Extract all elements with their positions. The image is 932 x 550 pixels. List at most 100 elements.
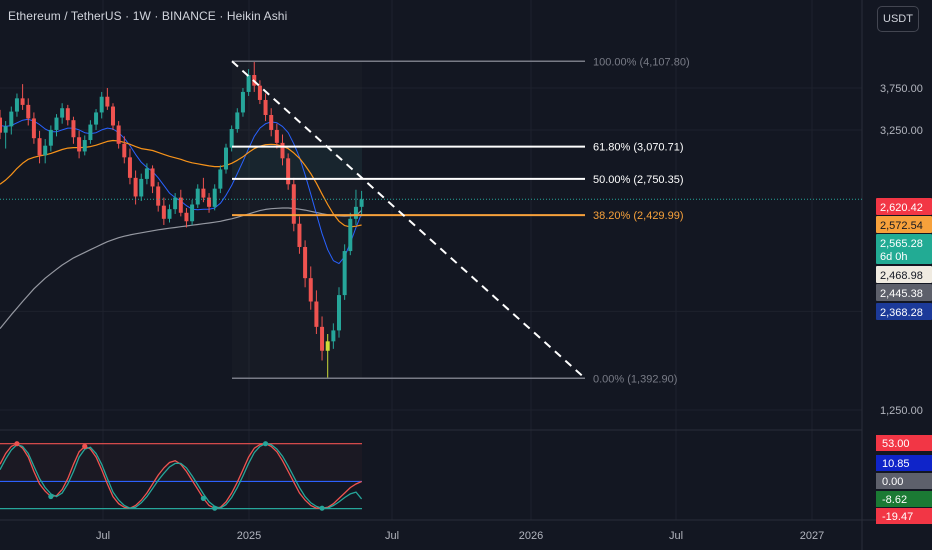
fib-retracement[interactable]: 100.00% (4,107.80) 61.80% (3,070.71) 50.00… <box>232 56 690 385</box>
candle-body <box>173 197 178 210</box>
oscillator-tag-label: 0.00 <box>882 476 903 488</box>
price-tag-label: 2,565.28 <box>880 238 923 250</box>
oscillator-tag-label: -19.47 <box>882 511 913 523</box>
trend-line[interactable] <box>231 60 586 380</box>
oscillator-series-line <box>0 443 363 509</box>
oscillator-tag <box>876 491 932 507</box>
candle-body <box>116 125 121 144</box>
price-tag <box>876 303 932 320</box>
candle-body <box>31 118 36 139</box>
candle-body <box>156 186 161 206</box>
oscillator-marker <box>319 505 325 511</box>
time-tick-label: 2025 <box>237 530 261 542</box>
candle-body <box>20 98 25 105</box>
candle-body <box>184 212 189 222</box>
fib-level-label: 0.00% (1,392.90) <box>593 373 677 385</box>
candle-body <box>325 341 330 351</box>
price-tag <box>876 266 932 283</box>
price-tag <box>876 198 932 215</box>
candle-body <box>54 117 59 130</box>
candle-body <box>139 178 144 197</box>
oscillator-series-line <box>0 442 362 509</box>
oscillator-tag <box>876 455 932 471</box>
price-tag <box>876 284 932 301</box>
candle-body <box>274 129 279 143</box>
candle-body <box>37 138 42 156</box>
oscillator-tag <box>876 435 932 451</box>
candle-body <box>71 120 76 138</box>
fib-zone <box>232 61 362 379</box>
time-tick-label: Jul <box>669 530 683 542</box>
oscillator-tag-label: 10.85 <box>882 458 910 470</box>
candle-body <box>3 126 8 133</box>
oscillator-tag-label: 53.00 <box>882 438 910 450</box>
oscillator-marker <box>212 505 218 511</box>
candles <box>0 61 364 379</box>
price-tag-label: 2,445.38 <box>880 288 923 300</box>
currency-button[interactable]: USDT <box>877 6 919 32</box>
candle-body <box>94 112 99 125</box>
price-tag <box>876 216 932 233</box>
oscillator-pane: 53.00 10.85 0.00 -8.62 -19.47 <box>0 435 932 524</box>
candle-body <box>257 85 262 100</box>
candle-body <box>122 143 127 158</box>
chart-title[interactable]: Ethereum / TetherUS · 1W · BINANCE · Hei… <box>8 9 288 23</box>
candle-body <box>9 111 14 127</box>
oscillator-marker <box>82 443 88 449</box>
candle-body <box>320 326 325 351</box>
candle-body <box>303 246 308 279</box>
price-tag-label: 2,572.54 <box>880 220 923 232</box>
fib-level-label: 100.00% (4,107.80) <box>593 56 690 68</box>
candle-body <box>212 188 217 207</box>
candle-body <box>291 184 296 224</box>
candle-body <box>77 137 82 152</box>
oscillator-marker <box>262 441 269 447</box>
candle-body <box>195 188 200 205</box>
candle-body <box>314 301 319 327</box>
candle-body <box>105 96 110 107</box>
candle-body <box>235 112 240 130</box>
candle-body <box>65 108 70 121</box>
ema-grey-line <box>0 207 362 329</box>
candle-body <box>353 206 358 219</box>
price-tick-label: 1,250.00 <box>880 405 923 417</box>
candle-body <box>127 157 132 178</box>
candle-body <box>60 108 65 118</box>
price-tag-label: 2,620.42 <box>880 202 923 214</box>
candle-body <box>331 330 336 342</box>
price-tag <box>876 234 932 264</box>
candle-body <box>342 251 347 296</box>
time-tick-label: Jul <box>385 530 399 542</box>
candle-body <box>88 124 93 141</box>
price-tag-countdown: 6d 0h <box>880 251 908 263</box>
candle-body <box>308 278 313 302</box>
candle-body <box>48 129 53 146</box>
oscillator-upper-band <box>0 443 362 482</box>
oscillator-tag <box>876 508 932 524</box>
price-tick-label: 3,250.00 <box>880 125 923 137</box>
candle-body <box>161 205 166 219</box>
fib-level-label: 50.00% (2,750.35) <box>593 174 684 186</box>
fib-level-label: 61.80% (3,070.71) <box>593 142 684 154</box>
candle-body <box>167 209 172 219</box>
fib-range-fill <box>232 61 362 379</box>
candle-body <box>286 158 291 185</box>
candle-body <box>240 91 245 113</box>
candle-body <box>201 188 206 198</box>
candle-body <box>190 204 195 222</box>
candle-body <box>150 168 155 187</box>
dashed-trend-line <box>231 60 586 380</box>
candle-body <box>111 106 115 126</box>
price-tag-label: 2,468.98 <box>880 270 923 282</box>
oscillator-tag-label: -8.62 <box>882 494 907 506</box>
candle-body <box>337 295 341 331</box>
candle-body <box>229 129 234 148</box>
price-tag-label: 2,368.28 <box>880 307 923 319</box>
candle-body <box>99 96 104 113</box>
oscillator-marker <box>48 493 54 500</box>
ema-orange-line <box>0 139 362 228</box>
